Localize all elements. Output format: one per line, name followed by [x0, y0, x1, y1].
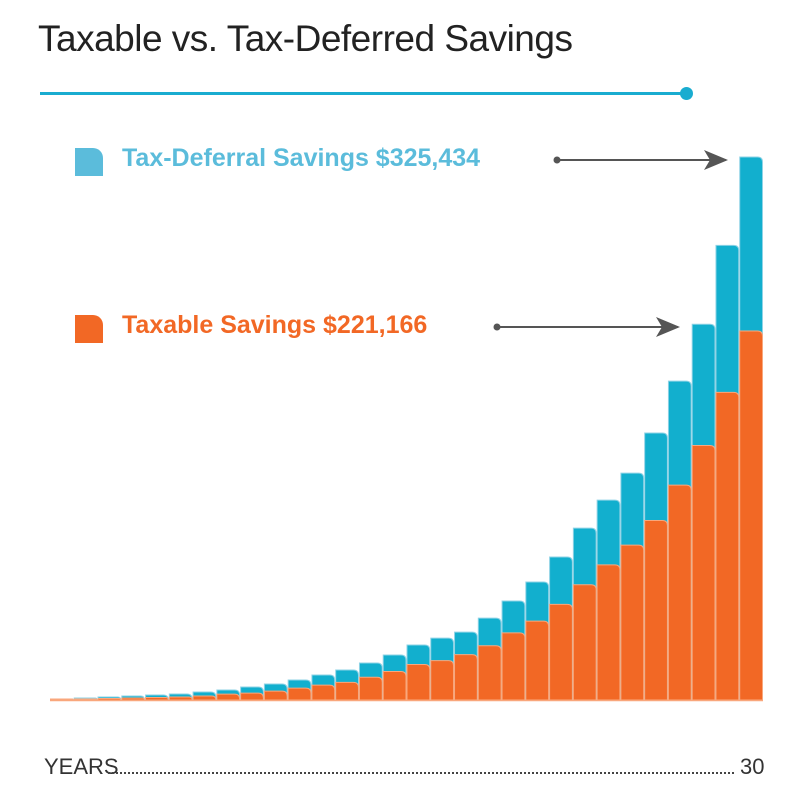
legend-swatch-tax-deferral: [75, 148, 103, 176]
bar-taxable-year-28: [691, 445, 716, 701]
bar-taxable-year-7: [192, 695, 217, 701]
arrow-taxable: [493, 317, 680, 337]
bar-taxable-year-27: [667, 484, 692, 701]
bar-taxable-year-16: [406, 663, 431, 701]
bar-taxable-year-30: [739, 330, 763, 701]
bar-taxable-year-19: [477, 645, 502, 701]
bar-taxable-year-11: [287, 687, 312, 701]
bar-taxable-year-20: [501, 632, 526, 701]
bar-taxable-year-26: [644, 519, 668, 701]
bar-taxable-year-6: [168, 696, 193, 701]
bar-taxable-year-22: [549, 603, 573, 701]
title-underline: [40, 92, 686, 95]
x-axis-tick-last: 30: [740, 754, 765, 779]
bar-taxable-year-5: [145, 696, 169, 701]
bar-taxable-year-9: [240, 692, 264, 701]
bar-taxable-year-29: [715, 391, 740, 701]
bar-taxable-year-13: [335, 681, 359, 701]
bar-taxable-year-23: [572, 584, 597, 701]
legend-label-tax-deferral: Tax-Deferral Savings $325,434: [122, 144, 481, 172]
bar-taxable-year-10: [263, 690, 288, 701]
bar-taxable-year-14: [358, 676, 383, 701]
bar-taxable-year-25: [620, 544, 645, 701]
title-underline-dot: [680, 87, 693, 100]
bar-taxable-year-4: [121, 697, 146, 701]
chart-title: Taxable vs. Tax-Deferred Savings: [38, 18, 573, 59]
legend-swatch-taxable: [75, 315, 103, 343]
bar-taxable-year-18: [454, 654, 478, 701]
x-axis-dotted-leader: [108, 772, 734, 774]
bar-taxable-year-17: [430, 660, 455, 701]
bar-taxable-year-15: [382, 670, 407, 701]
x-axis-label: YEARS: [44, 754, 119, 779]
legend-label-taxable: Taxable Savings $221,166: [122, 311, 428, 339]
arrow-tax-deferral: [553, 150, 728, 170]
bar-taxable-year-24: [596, 564, 621, 701]
bar-taxable-year-21: [525, 620, 550, 701]
bar-taxable-year-12: [311, 684, 336, 701]
bar-taxable-year-8: [216, 693, 241, 701]
